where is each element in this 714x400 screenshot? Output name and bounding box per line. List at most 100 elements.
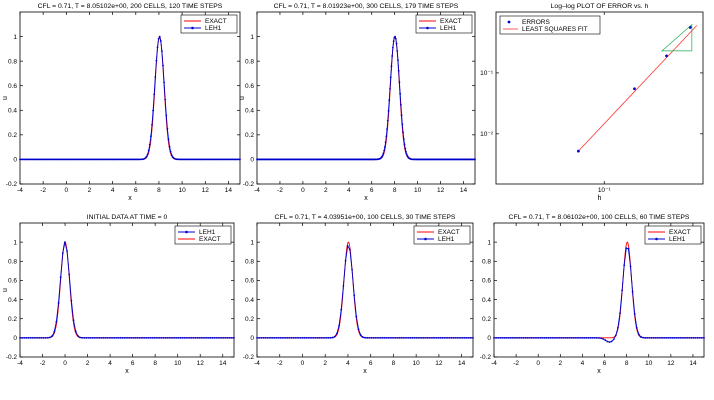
y-tick-label: 1 xyxy=(13,34,17,41)
leh1-point xyxy=(623,264,626,267)
leh1-point xyxy=(684,336,686,339)
x-tick-label: 4 xyxy=(111,187,115,194)
leh1-point xyxy=(608,341,611,344)
leh1-point xyxy=(389,87,391,90)
leh1-point xyxy=(472,336,474,339)
leh1-point xyxy=(642,336,644,339)
leh1-point xyxy=(437,336,440,339)
leh1-point xyxy=(372,336,375,339)
leh1-point xyxy=(391,55,394,57)
y-tick-label: -0.2 xyxy=(480,354,492,361)
y-tick-label: 0.8 xyxy=(8,258,17,265)
legend-label: ERRORS xyxy=(522,19,550,26)
leh1-point xyxy=(233,336,235,339)
series-exact-line xyxy=(20,241,234,339)
leh1-point xyxy=(366,336,369,339)
leh1-point xyxy=(450,336,453,339)
leh1-point xyxy=(166,127,169,130)
legend-label: EXACT xyxy=(440,18,462,25)
leh1-point xyxy=(279,336,282,339)
x-tick-label: -2 xyxy=(277,187,283,194)
leh1-point xyxy=(66,250,68,252)
legend-box xyxy=(644,225,702,245)
leh1-point xyxy=(397,69,400,72)
y-tick-label: 0.4 xyxy=(8,107,17,114)
leh1-point xyxy=(158,35,161,38)
leh1-point xyxy=(401,123,404,126)
leh1-point xyxy=(652,336,655,339)
leh1-point xyxy=(379,336,382,339)
leh1-point xyxy=(530,336,533,339)
leh1-point xyxy=(627,247,630,250)
leh1-point xyxy=(357,328,360,331)
x-tick-label: 4 xyxy=(581,360,585,367)
leh1-point xyxy=(694,336,697,339)
leh1-point xyxy=(390,65,393,68)
series-leh1-line xyxy=(20,35,240,160)
leh1-point xyxy=(316,336,319,339)
leh1-point xyxy=(353,294,356,297)
y-tick-label: -0.2 xyxy=(243,181,255,188)
y-tick-label: 1 xyxy=(487,239,491,246)
leh1-point xyxy=(239,158,241,161)
y-tick-label: -0.2 xyxy=(6,181,18,188)
leh1-point xyxy=(340,308,343,311)
x-axis-label: x xyxy=(363,368,367,375)
leh1-point xyxy=(23,336,26,339)
x-axis-label: x xyxy=(597,368,601,375)
leh1-point xyxy=(638,333,640,336)
leh1-point xyxy=(288,336,291,339)
leh1-point xyxy=(121,336,124,339)
x-axis-label: x xyxy=(125,368,129,375)
leh1-point xyxy=(688,336,691,339)
leh1-point xyxy=(522,336,525,339)
leh1-point xyxy=(503,336,506,339)
y-axis-label: u xyxy=(2,96,9,100)
leh1-point xyxy=(81,336,83,339)
series-leh1-line xyxy=(20,242,234,339)
leh1-point xyxy=(570,336,573,339)
leh1-point xyxy=(325,336,328,339)
leh1-point xyxy=(505,336,508,339)
y-tick-label: 0.8 xyxy=(8,58,17,65)
y-tick-label: -0.2 xyxy=(6,354,18,361)
leh1-point xyxy=(690,336,693,339)
x-tick-label: 14 xyxy=(225,187,233,194)
leh1-point xyxy=(394,336,397,339)
leh1-point xyxy=(175,336,178,339)
leh1-point xyxy=(377,336,379,339)
x-tick-label: 8 xyxy=(153,360,157,367)
leh1-point xyxy=(164,336,167,339)
leh1-point xyxy=(692,336,695,339)
axes-box xyxy=(493,222,705,358)
y-tick-label: 0 xyxy=(487,335,491,342)
leh1-point xyxy=(680,336,682,339)
leh1-point xyxy=(537,336,539,339)
x-axis-label: x xyxy=(364,195,368,202)
series-exact-line xyxy=(494,241,704,339)
x-tick-label: 2 xyxy=(324,187,328,194)
leh1-point xyxy=(394,37,397,40)
leh1-point xyxy=(703,336,705,339)
axes-box xyxy=(495,11,704,185)
leh1-point xyxy=(168,336,171,339)
leh1-point xyxy=(136,336,139,339)
leh1-point xyxy=(389,76,392,79)
leh1-point xyxy=(619,312,621,314)
x-tick-label: 12 xyxy=(197,360,205,367)
leh1-point xyxy=(604,339,607,342)
leh1-point xyxy=(305,336,308,339)
leh1-point xyxy=(100,336,103,339)
y-tick-label: 0.8 xyxy=(245,258,254,265)
leh1-point xyxy=(384,141,387,144)
leh1-point xyxy=(396,336,399,339)
x-tick-label: -2 xyxy=(40,360,46,367)
leh1-point xyxy=(545,336,548,339)
leh1-point xyxy=(102,336,105,339)
leh1-point xyxy=(53,330,56,333)
leh1-point xyxy=(400,114,403,117)
leh1-point xyxy=(158,336,161,339)
x-tick-label: 14 xyxy=(219,360,227,367)
leh1-point xyxy=(151,123,153,126)
